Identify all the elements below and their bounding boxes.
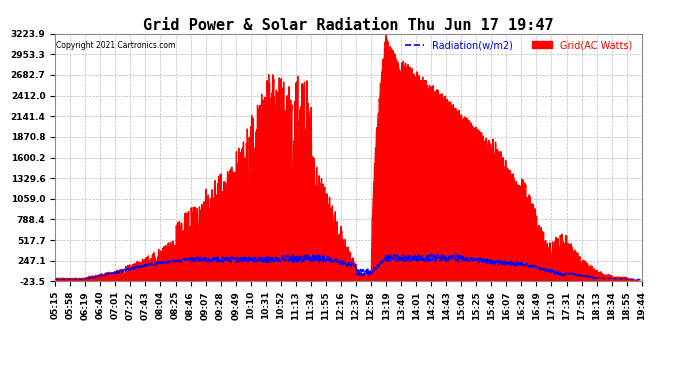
Legend: Radiation(w/m2), Grid(AC Watts): Radiation(w/m2), Grid(AC Watts)	[401, 36, 636, 54]
Text: Copyright 2021 Cartronics.com: Copyright 2021 Cartronics.com	[56, 41, 175, 50]
Title: Grid Power & Solar Radiation Thu Jun 17 19:47: Grid Power & Solar Radiation Thu Jun 17 …	[143, 18, 554, 33]
